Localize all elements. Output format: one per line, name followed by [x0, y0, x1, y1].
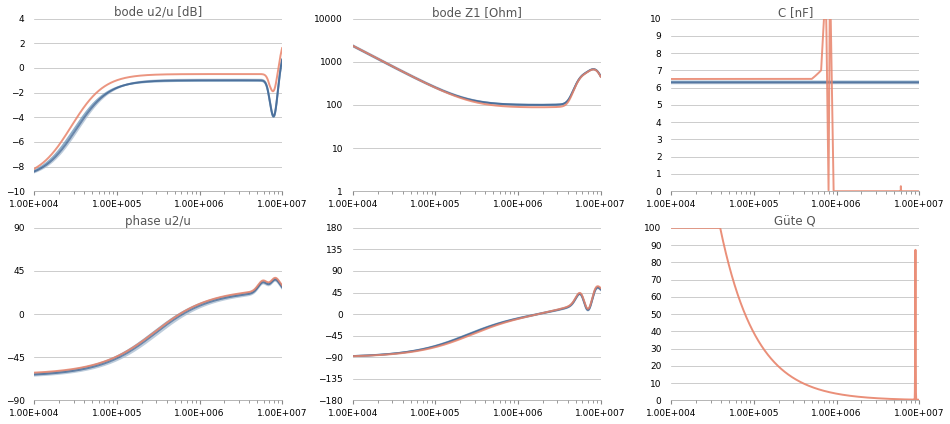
Title: C [nF]: C [nF]	[778, 6, 813, 19]
Title: phase u2/u: phase u2/u	[125, 215, 191, 228]
Title: bode u2/u [dB]: bode u2/u [dB]	[114, 6, 202, 19]
Title: Güte Q: Güte Q	[774, 215, 816, 228]
Title: bode Z1 [Ohm]: bode Z1 [Ohm]	[432, 6, 522, 19]
